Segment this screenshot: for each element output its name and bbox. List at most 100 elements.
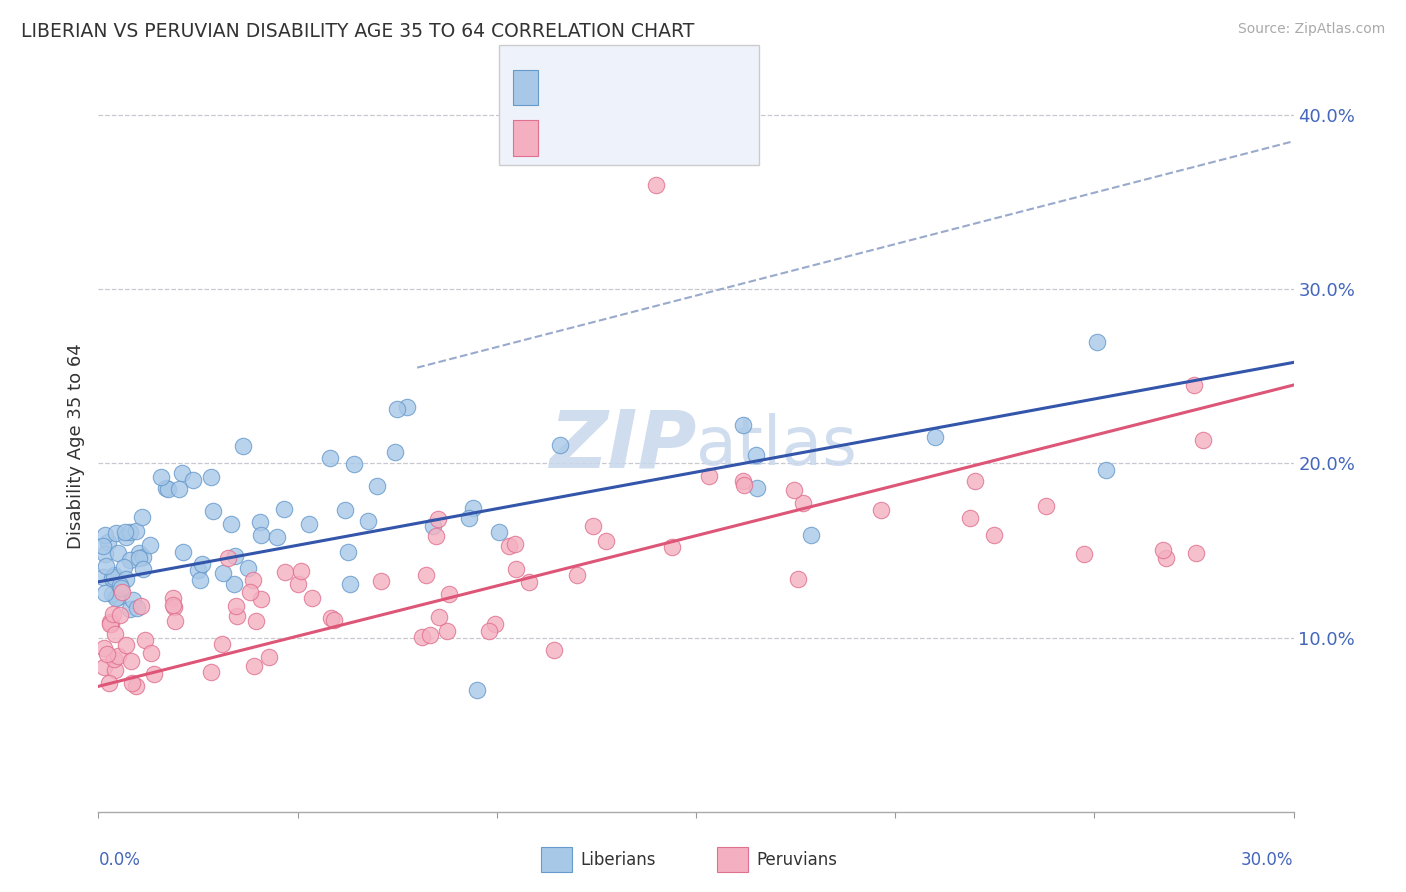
Point: [339, 577, 361, 591]
Point: [124, 524, 146, 538]
Text: LIBERIAN VS PERUVIAN DISABILITY AGE 35 TO 64 CORRELATION CHART: LIBERIAN VS PERUVIAN DISABILITY AGE 35 T…: [21, 22, 695, 41]
Point: [101, 587, 124, 601]
Point: [983, 528, 1005, 542]
Point: [498, 539, 520, 553]
Point: [337, 545, 360, 559]
Point: [100, 617, 122, 632]
Point: [731, 417, 754, 432]
Point: [103, 567, 125, 582]
Point: [645, 178, 668, 192]
Point: [384, 444, 406, 458]
Point: [319, 450, 342, 465]
Point: [94, 528, 117, 542]
Point: [427, 609, 450, 624]
Point: [124, 679, 146, 693]
Point: [225, 599, 247, 614]
Text: atlas: atlas: [696, 413, 856, 479]
Point: [94, 586, 117, 600]
Point: [661, 540, 683, 554]
Point: [104, 526, 127, 541]
Point: [217, 550, 239, 565]
Point: [488, 524, 510, 539]
Point: [167, 482, 190, 496]
Point: [131, 509, 153, 524]
Point: [266, 531, 288, 545]
Point: [800, 527, 823, 541]
Point: [290, 565, 312, 579]
Point: [188, 573, 211, 587]
Point: [733, 474, 755, 488]
Point: [484, 616, 506, 631]
Point: [120, 654, 142, 668]
Point: [415, 567, 437, 582]
Point: [101, 571, 124, 585]
Point: [93, 660, 115, 674]
Point: [259, 649, 281, 664]
Point: [697, 469, 720, 483]
Point: [200, 470, 222, 484]
Point: [125, 601, 148, 615]
Point: [143, 667, 166, 681]
Point: [94, 547, 117, 561]
Point: [565, 568, 588, 582]
Point: [115, 638, 138, 652]
Point: [121, 675, 143, 690]
Point: [439, 587, 461, 601]
Text: Peruvians: Peruvians: [756, 851, 838, 869]
Point: [138, 538, 160, 552]
Point: [190, 558, 212, 572]
Point: [94, 558, 117, 573]
Point: [211, 637, 233, 651]
Point: [458, 511, 481, 525]
Point: [249, 515, 271, 529]
Point: [243, 658, 266, 673]
Point: [963, 474, 986, 488]
Point: [505, 562, 527, 576]
Point: [870, 503, 893, 517]
Point: [242, 573, 264, 587]
Point: [107, 648, 129, 663]
Point: [122, 593, 145, 607]
Point: [301, 591, 323, 606]
Point: [120, 524, 142, 539]
Point: [108, 607, 131, 622]
Point: [91, 539, 114, 553]
Point: [595, 534, 617, 549]
Point: [91, 570, 114, 584]
Text: R =  0.329   N =  79: R = 0.329 N = 79: [550, 78, 733, 95]
Point: [187, 563, 209, 577]
Point: [333, 502, 356, 516]
Point: [385, 401, 408, 416]
Point: [924, 430, 946, 444]
Point: [162, 591, 184, 606]
Point: [93, 641, 115, 656]
Point: [103, 570, 125, 584]
Point: [111, 584, 134, 599]
Text: Source: ZipAtlas.com: Source: ZipAtlas.com: [1237, 22, 1385, 37]
Point: [201, 504, 224, 518]
Point: [155, 482, 177, 496]
Point: [273, 566, 295, 580]
Point: [100, 615, 122, 630]
Text: R =  0.460   N =  81: R = 0.460 N = 81: [550, 129, 731, 147]
Point: [396, 400, 419, 414]
Point: [107, 546, 129, 560]
Point: [114, 530, 136, 544]
Point: [436, 624, 458, 639]
Text: 30.0%: 30.0%: [1241, 851, 1294, 869]
Point: [139, 646, 162, 660]
Point: [323, 613, 346, 627]
Point: [298, 516, 321, 531]
Point: [238, 560, 260, 574]
Point: [1085, 334, 1108, 349]
Point: [98, 617, 121, 632]
Point: [1073, 547, 1095, 561]
Point: [149, 470, 172, 484]
Point: [1185, 545, 1208, 559]
Point: [1152, 542, 1174, 557]
Point: [219, 516, 242, 531]
Point: [425, 528, 447, 542]
Point: [103, 607, 125, 621]
Point: [1191, 433, 1213, 447]
Point: [162, 598, 184, 612]
